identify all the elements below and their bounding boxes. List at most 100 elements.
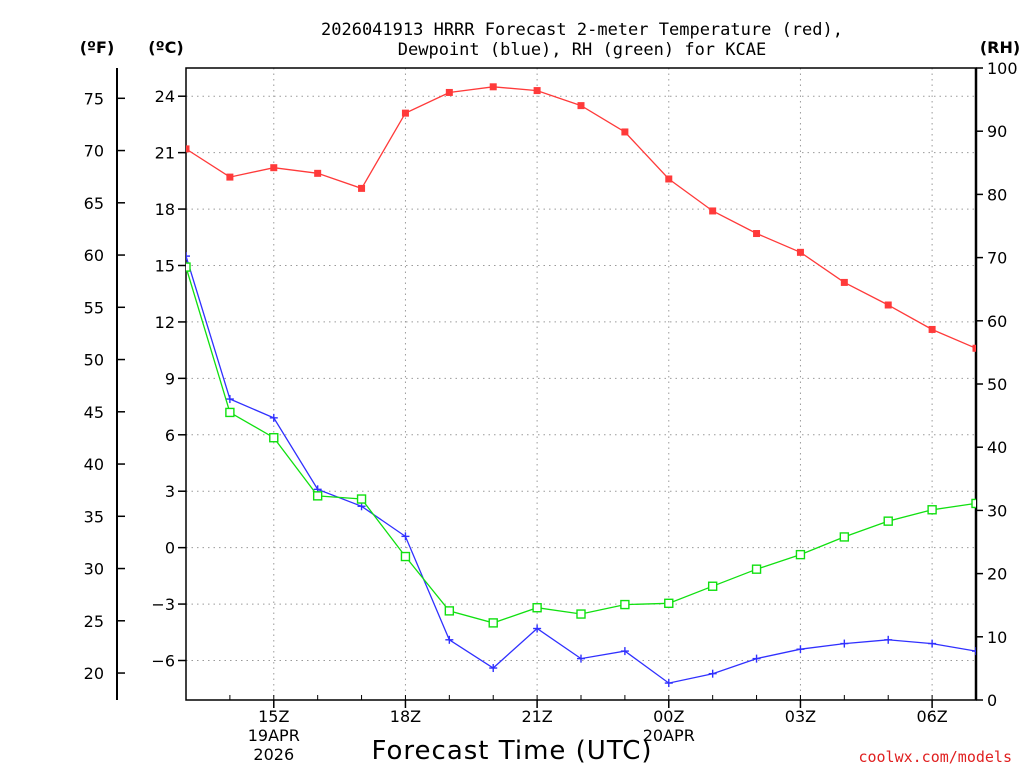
rh-point-2 bbox=[269, 433, 279, 443]
celsius-tick-label-6: 6 bbox=[165, 426, 175, 445]
fahrenheit-tick-label-4: 55 bbox=[84, 298, 104, 317]
fahrenheit-tick-label-3: 60 bbox=[84, 246, 104, 265]
celsius-tick-label-3: 15 bbox=[155, 257, 175, 276]
rh-point-11 bbox=[664, 598, 674, 609]
credit-text: coolwx.com/models bbox=[858, 748, 1012, 766]
rh-point-14 bbox=[795, 549, 806, 560]
temperature-point-17 bbox=[928, 325, 936, 333]
temperature-point-2 bbox=[270, 164, 278, 172]
rh-point-10 bbox=[620, 599, 630, 610]
rh-unit-label: (RH) bbox=[980, 38, 1020, 57]
rh-point-5 bbox=[400, 551, 411, 562]
x-tick-label-1: 18Z bbox=[390, 707, 421, 726]
rh-line bbox=[186, 266, 976, 624]
dewpoint-point-14 bbox=[796, 645, 805, 654]
temperature-point-5 bbox=[401, 109, 409, 117]
rh-point-16 bbox=[883, 516, 893, 526]
fahrenheit-tick-label-0: 75 bbox=[84, 89, 104, 108]
dewpoint-point-11 bbox=[664, 679, 673, 688]
temperature-point-3 bbox=[314, 169, 322, 177]
dewpoint-line bbox=[186, 255, 976, 684]
rh-point-9 bbox=[576, 609, 586, 619]
temperature-point-10 bbox=[621, 128, 629, 136]
x-axis-title: Forecast Time (UTC) bbox=[371, 736, 652, 766]
fahrenheit-tick-label-2: 65 bbox=[84, 194, 104, 213]
x-tick-label-0: 15Z bbox=[258, 707, 289, 726]
dewpoint-point-17 bbox=[928, 639, 937, 648]
temperature-point-1 bbox=[226, 173, 234, 181]
fahrenheit-unit-label: (ºF) bbox=[80, 38, 115, 57]
temperature-point-18 bbox=[972, 344, 976, 352]
dewpoint-point-18 bbox=[972, 647, 976, 656]
x-tick-date-3: 20APR bbox=[643, 726, 695, 745]
temperature-point-11 bbox=[665, 175, 673, 183]
fahrenheit-tick-label-7: 40 bbox=[84, 455, 104, 474]
celsius-tick-label-0: 24 bbox=[155, 87, 175, 106]
dewpoint-point-1 bbox=[225, 395, 234, 404]
rh-point-8 bbox=[532, 603, 542, 613]
dewpoint-point-10 bbox=[620, 647, 629, 656]
celsius-tick-label-5: 9 bbox=[165, 369, 175, 388]
temperature-series bbox=[186, 83, 976, 352]
celsius-tick-label-9: −3 bbox=[151, 595, 175, 614]
celsius-unit-label: (ºC) bbox=[148, 38, 183, 57]
rh-tick-label-8: 20 bbox=[987, 565, 1007, 584]
temperature-point-8 bbox=[533, 87, 541, 95]
dewpoint-point-13 bbox=[752, 654, 761, 663]
plot-frame bbox=[185, 67, 977, 701]
x-tick-label-5: 06Z bbox=[916, 707, 947, 726]
temperature-point-0 bbox=[186, 145, 190, 153]
x-tick-label-2: 21Z bbox=[521, 707, 552, 726]
rh-tick-label-4: 60 bbox=[987, 312, 1007, 331]
celsius-tick-label-2: 18 bbox=[155, 200, 175, 219]
dewpoint-point-5 bbox=[401, 532, 410, 541]
fahrenheit-tick-label-5: 50 bbox=[84, 351, 104, 370]
rh-point-7 bbox=[488, 618, 498, 628]
fahrenheit-tick-label-11: 20 bbox=[84, 664, 104, 683]
x-tick-label-4: 03Z bbox=[785, 707, 816, 726]
dewpoint-point-7 bbox=[489, 664, 498, 673]
dewpoint-series bbox=[186, 252, 976, 688]
fahrenheit-tick-label-6: 45 bbox=[84, 403, 104, 422]
celsius-tick-label-10: −6 bbox=[151, 652, 175, 671]
temperature-point-13 bbox=[753, 230, 761, 238]
axes: 24211815129630−3−67570656055504540353025… bbox=[84, 59, 1018, 764]
rh-tick-label-3: 70 bbox=[987, 249, 1007, 268]
dewpoint-point-2 bbox=[269, 413, 278, 422]
x-tick-year-0: 2026 bbox=[253, 745, 294, 764]
rh-tick-label-1: 90 bbox=[987, 122, 1007, 141]
series-layer bbox=[186, 83, 976, 688]
dewpoint-point-6 bbox=[445, 635, 454, 644]
chart-title-line-2: Dewpoint (blue), RH (green) for KCAE bbox=[398, 40, 766, 60]
x-tick-label-3: 00Z bbox=[653, 707, 684, 726]
temperature-point-4 bbox=[358, 184, 366, 192]
rh-tick-label-0: 100 bbox=[987, 59, 1018, 78]
dewpoint-point-0 bbox=[186, 252, 190, 261]
rh-tick-label-6: 40 bbox=[987, 438, 1007, 457]
rh-point-4 bbox=[356, 494, 367, 504]
temperature-point-12 bbox=[709, 207, 717, 215]
celsius-tick-label-8: 0 bbox=[165, 539, 175, 558]
rh-point-13 bbox=[751, 564, 762, 574]
rh-tick-label-2: 80 bbox=[987, 185, 1007, 204]
rh-point-18 bbox=[971, 498, 976, 509]
rh-series bbox=[186, 262, 976, 628]
rh-point-15 bbox=[839, 532, 850, 542]
rh-point-0 bbox=[186, 262, 191, 272]
celsius-tick-label-4: 12 bbox=[155, 313, 175, 332]
rh-tick-label-9: 10 bbox=[987, 628, 1007, 647]
fahrenheit-tick-label-10: 25 bbox=[84, 612, 104, 631]
temperature-point-16 bbox=[884, 301, 892, 309]
chart-title-line-1: 2026041913 HRRR Forecast 2-meter Tempera… bbox=[321, 20, 843, 40]
temperature-point-9 bbox=[577, 102, 585, 110]
celsius-tick-label-1: 21 bbox=[155, 144, 175, 163]
temperature-point-7 bbox=[489, 83, 497, 91]
x-tick-date-0: 19APR bbox=[248, 726, 300, 745]
rh-point-6 bbox=[444, 606, 455, 616]
temperature-point-15 bbox=[840, 278, 848, 286]
dewpoint-point-9 bbox=[577, 654, 585, 663]
fahrenheit-tick-label-1: 70 bbox=[84, 142, 104, 161]
dewpoint-point-8 bbox=[533, 624, 542, 633]
dewpoint-point-16 bbox=[884, 635, 893, 644]
temperature-point-6 bbox=[445, 88, 453, 96]
